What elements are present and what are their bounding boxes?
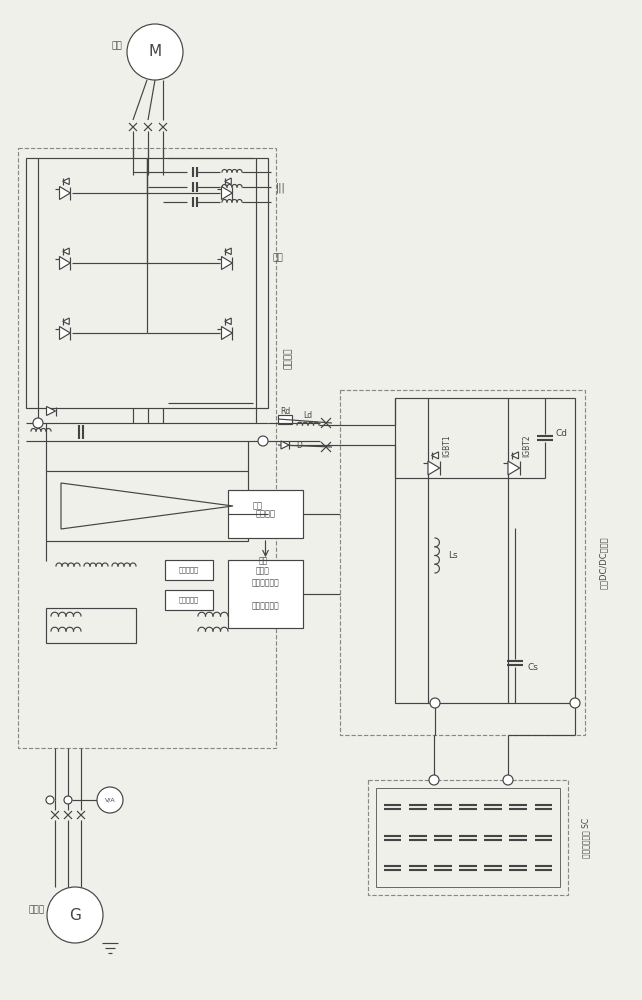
Text: IGBT1: IGBT1: [442, 435, 451, 457]
Text: V/A: V/A: [105, 798, 116, 802]
Text: IGBT2: IGBT2: [523, 435, 532, 457]
Text: M: M: [148, 44, 162, 60]
Text: D: D: [296, 440, 302, 450]
Polygon shape: [431, 452, 438, 459]
Circle shape: [570, 698, 580, 708]
Polygon shape: [281, 441, 289, 449]
Polygon shape: [428, 461, 440, 475]
Polygon shape: [221, 256, 232, 269]
Circle shape: [503, 775, 513, 785]
Circle shape: [97, 787, 123, 813]
Text: Cs: Cs: [528, 664, 539, 672]
Text: 电机: 电机: [112, 41, 123, 50]
Bar: [26, 158, 268, 408]
Text: G: G: [69, 908, 81, 922]
Bar: [165, 590, 213, 610]
Bar: [395, 398, 575, 703]
Bar: [228, 560, 303, 628]
Polygon shape: [63, 248, 69, 255]
Polygon shape: [225, 248, 231, 255]
Bar: [368, 780, 568, 895]
Text: 电流传感器: 电流传感器: [179, 597, 199, 603]
Circle shape: [64, 796, 72, 804]
Polygon shape: [225, 318, 231, 325]
Polygon shape: [221, 326, 232, 340]
Polygon shape: [508, 461, 519, 475]
Circle shape: [430, 698, 440, 708]
Text: 整流: 整流: [253, 502, 263, 510]
Text: 励磁
变压器: 励磁 变压器: [256, 556, 270, 576]
Text: 超级电容器组 SC: 超级电容器组 SC: [582, 817, 591, 858]
Bar: [165, 560, 213, 580]
Polygon shape: [46, 406, 55, 416]
Circle shape: [46, 796, 54, 804]
Polygon shape: [63, 318, 69, 325]
Circle shape: [47, 887, 103, 943]
Polygon shape: [63, 178, 69, 185]
Polygon shape: [225, 178, 231, 185]
Text: 逆变: 逆变: [273, 253, 283, 262]
Bar: [18, 148, 276, 748]
Bar: [278, 415, 292, 424]
Circle shape: [33, 418, 43, 428]
Text: 发电机: 发电机: [29, 906, 45, 914]
Bar: [228, 490, 303, 538]
Text: 功率控制系统: 功率控制系统: [252, 601, 279, 610]
Text: 电压传感器: 电压传感器: [179, 567, 199, 573]
Text: Rd: Rd: [280, 408, 290, 416]
Polygon shape: [60, 186, 71, 200]
Text: 能量管理系统: 能量管理系统: [252, 578, 279, 587]
Text: 变频装置: 变频装置: [284, 347, 293, 369]
Circle shape: [127, 24, 183, 80]
Bar: [376, 788, 560, 887]
Circle shape: [429, 775, 439, 785]
Text: Ld: Ld: [304, 410, 313, 420]
Bar: [46, 471, 248, 541]
Text: 监测系统: 监测系统: [256, 510, 275, 518]
Text: |||: |||: [276, 183, 286, 193]
Circle shape: [258, 436, 268, 446]
Polygon shape: [60, 326, 71, 340]
Polygon shape: [221, 186, 232, 200]
Bar: [340, 390, 585, 735]
Text: 双向DC/DC变换器: 双向DC/DC变换器: [598, 536, 607, 589]
Polygon shape: [512, 452, 519, 459]
Bar: [46, 608, 136, 643]
Text: Ls: Ls: [448, 550, 458, 560]
Text: Cd: Cd: [555, 428, 567, 438]
Polygon shape: [60, 256, 71, 269]
